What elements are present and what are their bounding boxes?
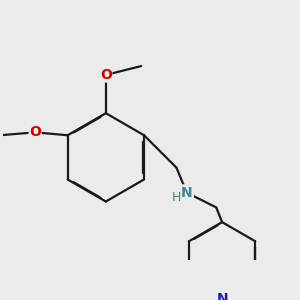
- Text: O: O: [100, 68, 112, 82]
- Text: N: N: [181, 186, 193, 200]
- Text: N: N: [216, 292, 228, 300]
- Text: H: H: [172, 190, 181, 204]
- Text: O: O: [29, 125, 41, 139]
